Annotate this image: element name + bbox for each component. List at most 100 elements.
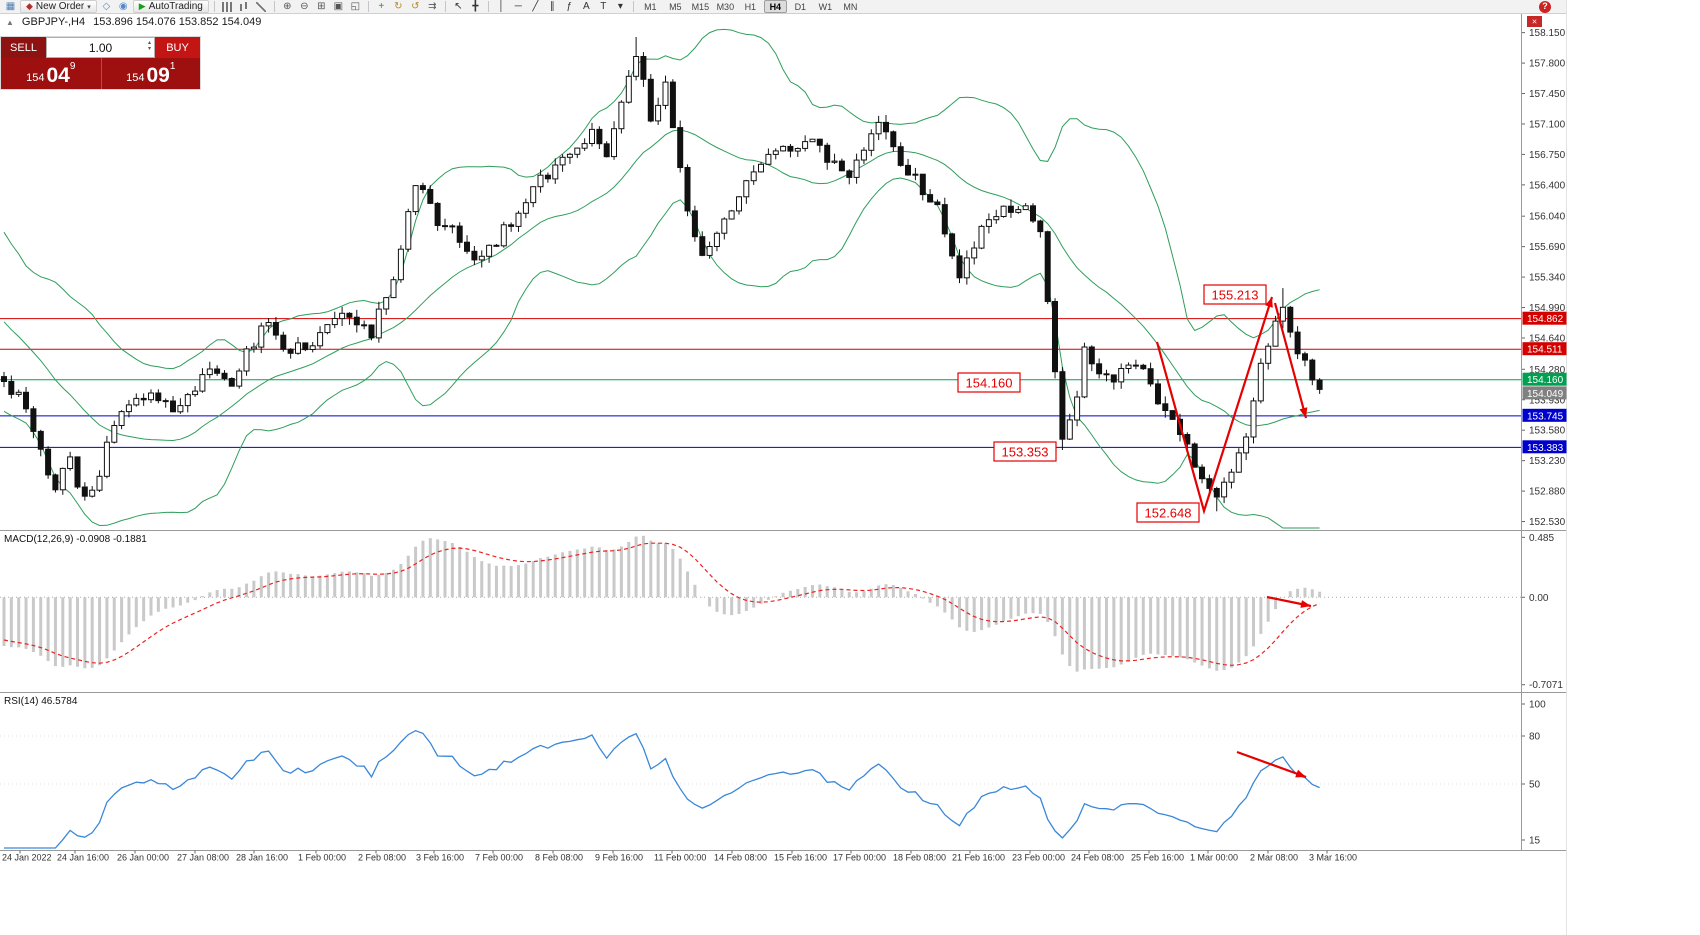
candle-body: [1088, 346, 1095, 365]
chart-close-button[interactable]: [1527, 16, 1542, 27]
buy-price-display[interactable]: 154 09 1: [100, 58, 201, 89]
candle-body: [397, 248, 404, 281]
candle-body: [655, 104, 662, 122]
timeframe-m30[interactable]: M30: [716, 1, 735, 12]
candle-body: [566, 153, 573, 158]
period-back-icon[interactable]: ↺: [411, 0, 420, 12]
price-tick-label: 155.340: [1529, 273, 1566, 284]
timeframe-d1[interactable]: D1: [794, 1, 807, 12]
candle-body: [228, 378, 235, 387]
shapes-tool-icon[interactable]: ▾: [617, 0, 623, 12]
price-tick-label: 157.450: [1529, 89, 1566, 100]
candle-body: [419, 185, 426, 191]
candle-body: [765, 153, 772, 165]
sell-button[interactable]: SELL: [1, 37, 46, 58]
candle-body: [1169, 410, 1176, 420]
symbol-timeframe-label: GBPJPY-,H4: [21, 16, 86, 28]
bollinger-lower-band[interactable]: [3, 177, 1320, 529]
time-label: 24 Jan 2022: [2, 853, 52, 863]
timeframe-mn[interactable]: MN: [843, 1, 858, 12]
candle-body: [669, 81, 676, 129]
annotation-price-box[interactable]: [957, 372, 1021, 393]
sell-price-display[interactable]: 154 04 9: [1, 58, 101, 89]
crosshair-icon[interactable]: ╋: [472, 0, 479, 12]
annotation-price-box[interactable]: [1203, 284, 1267, 305]
candle-body: [1007, 205, 1014, 213]
time-label: 8 Feb 08:00: [535, 853, 583, 863]
volume-up-icon[interactable]: ▴: [147, 40, 151, 46]
candle-body: [405, 211, 412, 250]
terminal-icon[interactable]: ◉: [118, 0, 128, 12]
candle-body: [706, 246, 713, 256]
annotation-price-box[interactable]: [993, 441, 1057, 462]
candle-body: [912, 173, 919, 176]
auto-scroll-icon[interactable]: ⇉: [428, 0, 437, 12]
zoom-in-icon[interactable]: ⊕: [283, 0, 292, 12]
label-tool-icon[interactable]: T: [600, 0, 607, 12]
arrange-windows-icon[interactable]: ◱: [350, 0, 361, 12]
autotrading-button-label: AutoTrading: [148, 1, 203, 12]
candle-body: [1015, 209, 1022, 213]
trendline-icon[interactable]: ╱: [532, 0, 539, 12]
tile-windows-icon[interactable]: ⊞: [317, 0, 326, 12]
rsi-arrow[interactable]: [1236, 750, 1307, 779]
bollinger-upper-band[interactable]: [3, 28, 1320, 370]
candle-chart-icon[interactable]: [237, 0, 252, 13]
candle-body: [1272, 320, 1279, 347]
timeframe-w1[interactable]: W1: [818, 1, 833, 12]
price-badge: [1522, 372, 1567, 386]
new-order-button[interactable]: ◆ New Order ▾: [20, 0, 97, 13]
candle-body: [963, 257, 970, 279]
add-indicator-icon[interactable]: +: [378, 0, 385, 12]
candle-body: [140, 397, 147, 401]
autotrading-button[interactable]: ▶ AutoTrading: [132, 0, 209, 13]
rsi-line[interactable]: [4, 729, 1320, 849]
timeframe-m5[interactable]: M5: [669, 1, 682, 12]
line-chart-icon[interactable]: [254, 0, 269, 13]
candle-body: [125, 404, 132, 413]
projection-arrow[interactable]: [1273, 302, 1308, 419]
toolbar-separator: [444, 1, 446, 12]
price-badge: [1522, 408, 1567, 422]
cursor-icon[interactable]: ↖: [454, 0, 463, 12]
zoom-out-icon[interactable]: ⊖: [300, 0, 309, 12]
new-chart-icon[interactable]: ▦: [5, 0, 16, 12]
ohlc-values: 153.896 154.076 153.852 154.049: [93, 16, 262, 28]
fibonacci-icon[interactable]: ƒ: [566, 0, 573, 12]
volume-down-icon[interactable]: ▾: [147, 46, 151, 52]
rsi-indicator-label: RSI(14) 46.5784: [4, 696, 78, 707]
timeframe-h4[interactable]: H4: [763, 0, 787, 13]
bar-chart-icon[interactable]: [220, 0, 235, 13]
buy-button[interactable]: BUY: [155, 37, 200, 58]
candle-body: [37, 430, 44, 450]
vertical-line-icon[interactable]: │: [498, 0, 505, 12]
metaeditor-icon[interactable]: ◇: [102, 0, 111, 12]
channel-icon[interactable]: ∥: [549, 0, 555, 12]
horizontal-line-icon[interactable]: ─: [514, 0, 522, 12]
period-forward-icon[interactable]: ↻: [394, 0, 403, 12]
swing-arrow[interactable]: [1155, 296, 1274, 515]
text-tool-icon[interactable]: A: [582, 0, 590, 12]
candle-body: [508, 224, 515, 227]
candle-body: [838, 160, 845, 172]
price-badge-label: 153.383: [1527, 443, 1564, 454]
volume-input[interactable]: 1.00 ▴ ▾: [46, 37, 155, 58]
timeframe-h1[interactable]: H1: [744, 1, 757, 12]
sell-price-sup: 9: [69, 61, 76, 72]
candle-body: [309, 345, 316, 350]
annotation-price-box[interactable]: [1136, 502, 1200, 523]
timeframe-m1[interactable]: M1: [644, 1, 657, 12]
cascade-windows-icon[interactable]: ▣: [333, 0, 344, 12]
candle-body: [8, 381, 15, 395]
candle-body: [721, 218, 728, 234]
candle-body: [155, 392, 162, 402]
sell-price-big: 04: [46, 64, 70, 87]
bollinger-middle-band[interactable]: [3, 129, 1320, 442]
timeframe-m15[interactable]: M15: [691, 1, 710, 12]
projection-arrow-head: [1299, 407, 1308, 418]
candle-body: [1302, 353, 1308, 361]
help-icon[interactable]: ?: [1539, 0, 1551, 13]
candle-body: [985, 219, 992, 227]
candle-body: [1022, 205, 1029, 211]
